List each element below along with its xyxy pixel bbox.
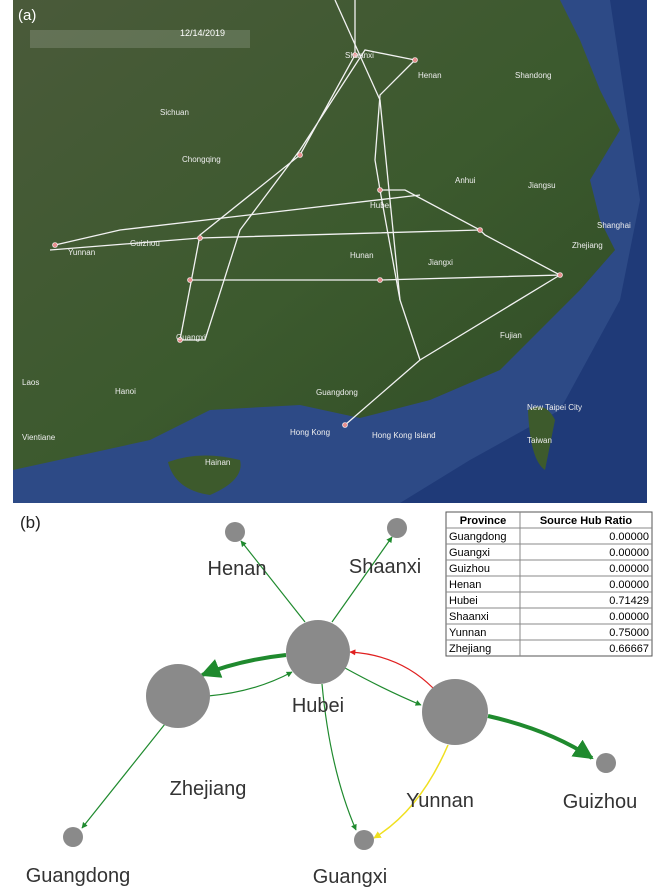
table-cell: 0.00000 [609, 531, 649, 543]
table-cell: Henan [449, 579, 481, 591]
table-cell: 0.00000 [609, 563, 649, 575]
table-header: Province [460, 515, 506, 527]
place-label: Hainan [205, 458, 230, 467]
place-label: Shaanxi [345, 51, 374, 60]
figure: (a) 12/14/2019 Shaanxi Henan Shandong Sichu… [0, 0, 660, 889]
place-label: Guizhou [130, 239, 160, 248]
node [387, 518, 407, 538]
place-label: Anhui [455, 176, 476, 185]
table-cell: 0.00000 [609, 611, 649, 623]
panel-label: (b) [20, 513, 41, 532]
place-label: Laos [22, 378, 39, 387]
table-cell: 0.71429 [609, 595, 649, 607]
table-cell: 0.00000 [609, 547, 649, 559]
node-label: Shaanxi [349, 556, 421, 578]
node-label: Yunnan [406, 790, 474, 812]
table-cell: Hubei [449, 595, 478, 607]
date: 12/14/2019 [180, 28, 225, 38]
place-label: Vientiane [22, 433, 56, 442]
place-label: Hunan [350, 251, 374, 260]
place-label: Fujian [500, 331, 522, 340]
table-cell: Guizhou [449, 563, 490, 575]
place-label: Jiangsu [528, 181, 556, 190]
place-label: Hanoi [115, 387, 136, 396]
node-label: Guizhou [563, 791, 638, 813]
table-cell: 0.66667 [609, 643, 649, 655]
node-label: Guangxi [313, 866, 388, 888]
place-label: New Taipei City [527, 403, 582, 412]
node-label: Hubei [292, 695, 344, 717]
place-label: Hubei [370, 201, 391, 210]
place-label: Yunnan [68, 248, 95, 257]
node [422, 679, 488, 745]
place-label: Guangdong [316, 388, 358, 397]
table-cell: Zhejiang [449, 643, 491, 655]
table-cell: Yunnan [449, 627, 486, 639]
place-label: Shanghai [597, 221, 631, 230]
place-label: Jiangxi [428, 258, 453, 267]
panel-label: (a) [18, 7, 36, 24]
table-cell: Guangxi [449, 547, 490, 559]
place-label: Hong Kong Island [372, 431, 436, 440]
node [286, 620, 350, 684]
place-label: Zhejiang [572, 241, 603, 250]
place-label: Shandong [515, 71, 551, 80]
table: Province Source Hub Ratio Guangdong 0.00000… [446, 512, 652, 656]
node-label: Guangdong [26, 865, 131, 887]
table-cell: Guangdong [449, 531, 507, 543]
table-header: Source Hub Ratio [540, 515, 633, 527]
map: (a) 12/14/2019 Shaanxi Henan Shandong Sichu… [13, 0, 647, 503]
node [63, 827, 83, 847]
table-cell: Shaanxi [449, 611, 489, 623]
place-label: Hong Kong [290, 428, 330, 437]
place-label: Sichuan [160, 108, 189, 117]
place-label: Chongqing [182, 155, 221, 164]
place-label: Guangxi [176, 333, 206, 342]
place-label: Henan [418, 71, 442, 80]
node-label: Zhejiang [170, 778, 247, 800]
table-cell: 0.75000 [609, 627, 649, 639]
node [146, 664, 210, 728]
table-cell: 0.00000 [609, 579, 649, 591]
place-label: Taiwan [527, 436, 552, 445]
node-label: Henan [208, 558, 267, 580]
node [596, 753, 616, 773]
node [354, 830, 374, 850]
node [225, 522, 245, 542]
